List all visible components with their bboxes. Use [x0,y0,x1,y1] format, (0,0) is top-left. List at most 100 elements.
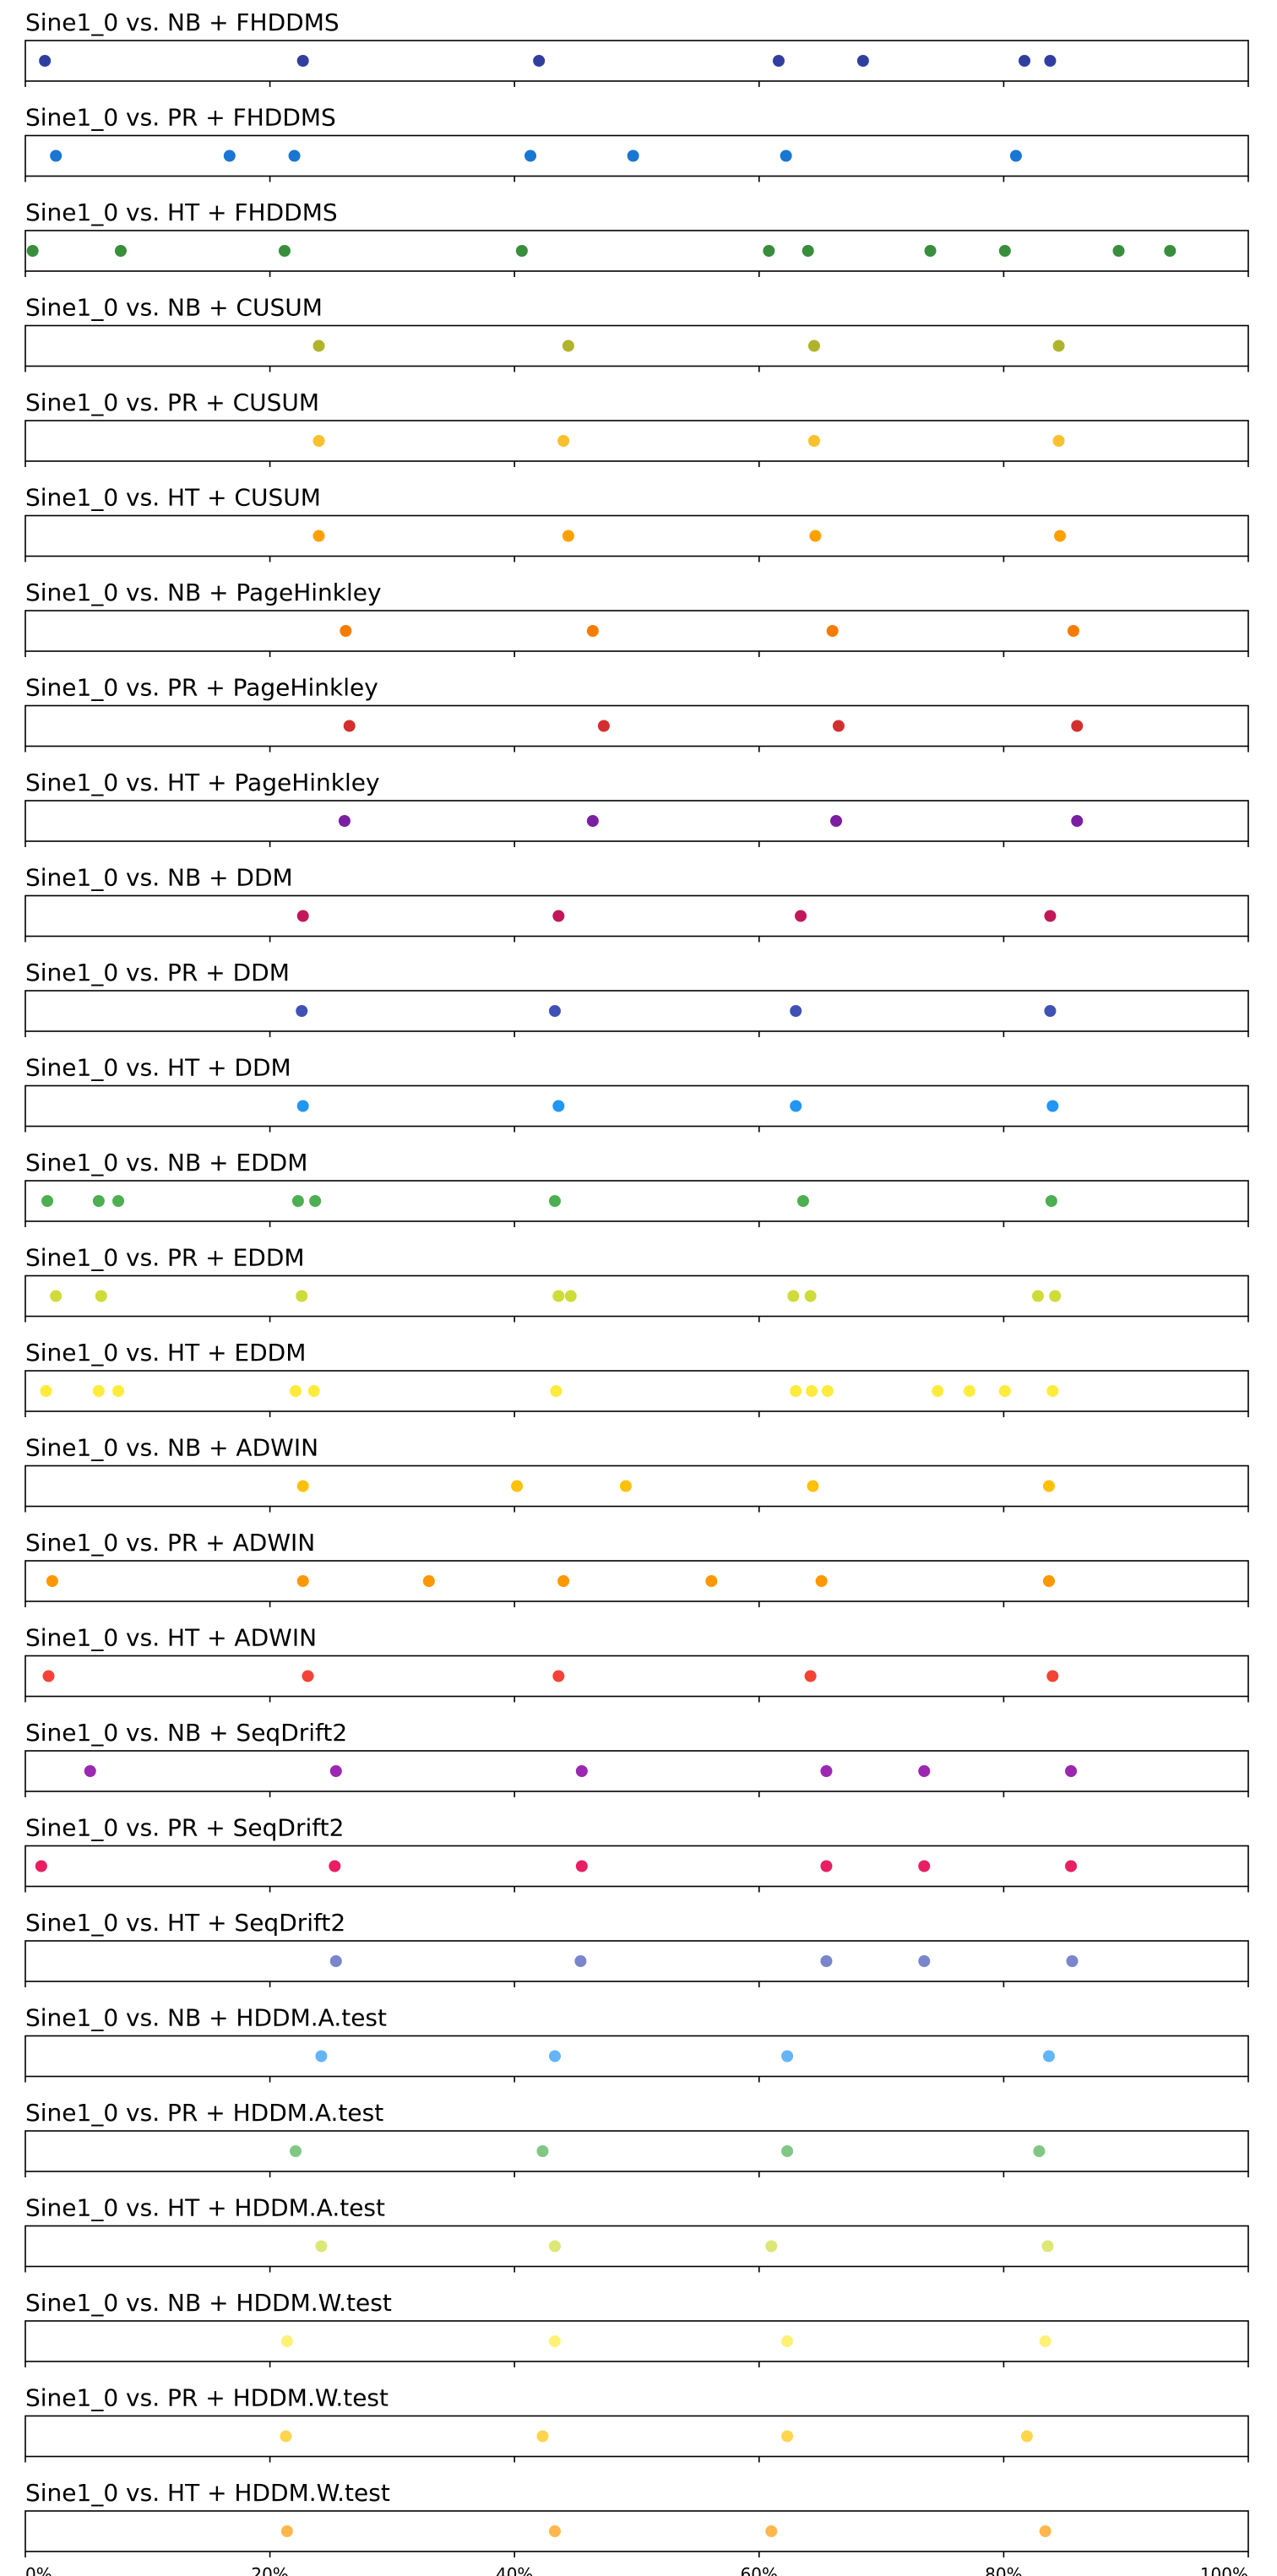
drift-point [112,1385,125,1397]
drift-point [820,1765,833,1777]
drift-point [924,245,937,257]
drift-point [763,245,775,257]
drift-point [1042,1575,1055,1587]
panel: Sine1_0 vs. PR + PageHinkley [24,674,1249,753]
panel-title: Sine1_0 vs. NB + FHDDMS [25,8,340,36]
panel-frame [24,1180,1249,1222]
drift-point [515,245,528,257]
drift-point [329,1765,342,1777]
panel-frame [24,1750,1249,1792]
panel: Sine1_0 vs. NB + HDDM.W.test [24,2289,1249,2367]
panel-title: Sine1_0 vs. HT + PageHinkley [25,769,380,796]
panel-frame [24,1274,1249,1318]
drift-point [765,2525,778,2537]
drift-point [548,2525,561,2537]
drift-point [296,1480,309,1492]
drift-point [302,1670,314,1682]
drift-point [790,1005,802,1017]
drift-point [548,1005,561,1017]
drift-point [562,530,574,542]
drift-point [586,625,599,637]
drift-point [511,1480,524,1492]
drift-point [1112,245,1125,257]
drift-point [548,2240,561,2253]
drift-point [1042,1480,1055,1492]
panel-title: Sine1_0 vs. PR + SeqDrift2 [25,1814,344,1842]
panel-title: Sine1_0 vs. HT + DDM [25,1054,291,1082]
drift-point [1041,2240,1054,2253]
panel: Sine1_0 vs. HT + HDDM.A.test [24,2194,1249,2273]
drift-point [627,149,639,162]
drift-point [1046,1385,1059,1397]
panel-frame [24,420,1249,462]
drift-point [705,1575,718,1587]
drift-point [1046,1670,1059,1682]
drift-point [42,1670,55,1682]
panel-frame [24,2415,1249,2458]
panel-title: Sine1_0 vs. NB + CUSUM [25,294,323,322]
drift-point [338,815,350,827]
drift-point [918,1860,931,1872]
drift-point [821,1385,834,1397]
drift-point [1033,2145,1046,2157]
panel-title: Sine1_0 vs. HT + EDDM [25,1339,306,1367]
drift-point [1009,149,1022,162]
drift-point [1039,2525,1051,2537]
panel: Sine1_0 vs. HT + HDDM.W.test [24,2479,1249,2557]
panel-title: Sine1_0 vs. NB + EDDM [25,1149,307,1177]
drift-point [41,1195,54,1207]
panel-title: Sine1_0 vs. PR + HDDM.W.test [25,2384,389,2412]
drift-point [574,1955,587,1967]
drift-point [296,55,309,67]
panel: Sine1_0 vs. HT + DDM [24,1054,1249,1133]
drift-point [315,2050,328,2062]
drift-point [781,2335,794,2347]
drift-point [280,2335,293,2347]
panel-frame [24,990,1249,1032]
drift-point [343,720,356,732]
drift-point [312,340,325,352]
drift-point [309,1195,322,1207]
panel: Sine1_0 vs. HT + FHDDMS [24,198,1249,277]
drift-point [1045,1195,1057,1207]
drift-point [790,1385,802,1397]
drift-point [536,2430,549,2443]
drift-point [856,55,869,67]
drift-point [815,1575,828,1587]
drift-point [820,1955,833,1967]
panel: Sine1_0 vs. NB + SeqDrift2 [24,1719,1249,1797]
drift-point [619,1480,632,1492]
panel: Sine1_0 vs. HT + ADWIN [24,1624,1249,1703]
drift-point [564,1290,577,1302]
panel: Sine1_0 vs. NB + FHDDMS [24,8,1249,87]
drift-point [575,1860,588,1872]
drift-point [35,1860,47,1872]
drift-point [1054,530,1067,542]
panel-title: Sine1_0 vs. PR + EDDM [25,1244,305,1272]
drift-point [1044,910,1057,922]
panel-title: Sine1_0 vs. NB + PageHinkley [25,579,382,606]
x-tick-label: 100% [1200,2564,1248,2576]
drift-point [787,1290,800,1302]
drift-point [92,1195,105,1207]
panel: Sine1_0 vs. NB + CUSUM [24,294,1249,372]
drift-point [290,1385,302,1397]
drift-point [826,625,839,637]
drift-point [223,149,236,162]
x-tick-label: 0% [25,2564,52,2576]
drift-point [548,1195,561,1207]
drift-point [92,1385,105,1397]
panel-frame [24,514,1249,557]
drift-point [790,1100,802,1112]
drift-point [296,1100,309,1112]
panel: Sine1_0 vs. HT + PageHinkley [24,769,1249,847]
panel-title: Sine1_0 vs. PR + ADWIN [25,1529,315,1557]
panel: Sine1_0 vs. PR + FHDDMS [24,104,1249,182]
panel-frame [24,1845,1249,1888]
drift-point [781,2145,794,2157]
panel-frame [24,704,1249,747]
panel-title: Sine1_0 vs. HT + CUSUM [25,484,321,512]
drift-point [278,245,291,257]
drift-point [280,2430,292,2443]
drift-point [548,2050,561,2062]
